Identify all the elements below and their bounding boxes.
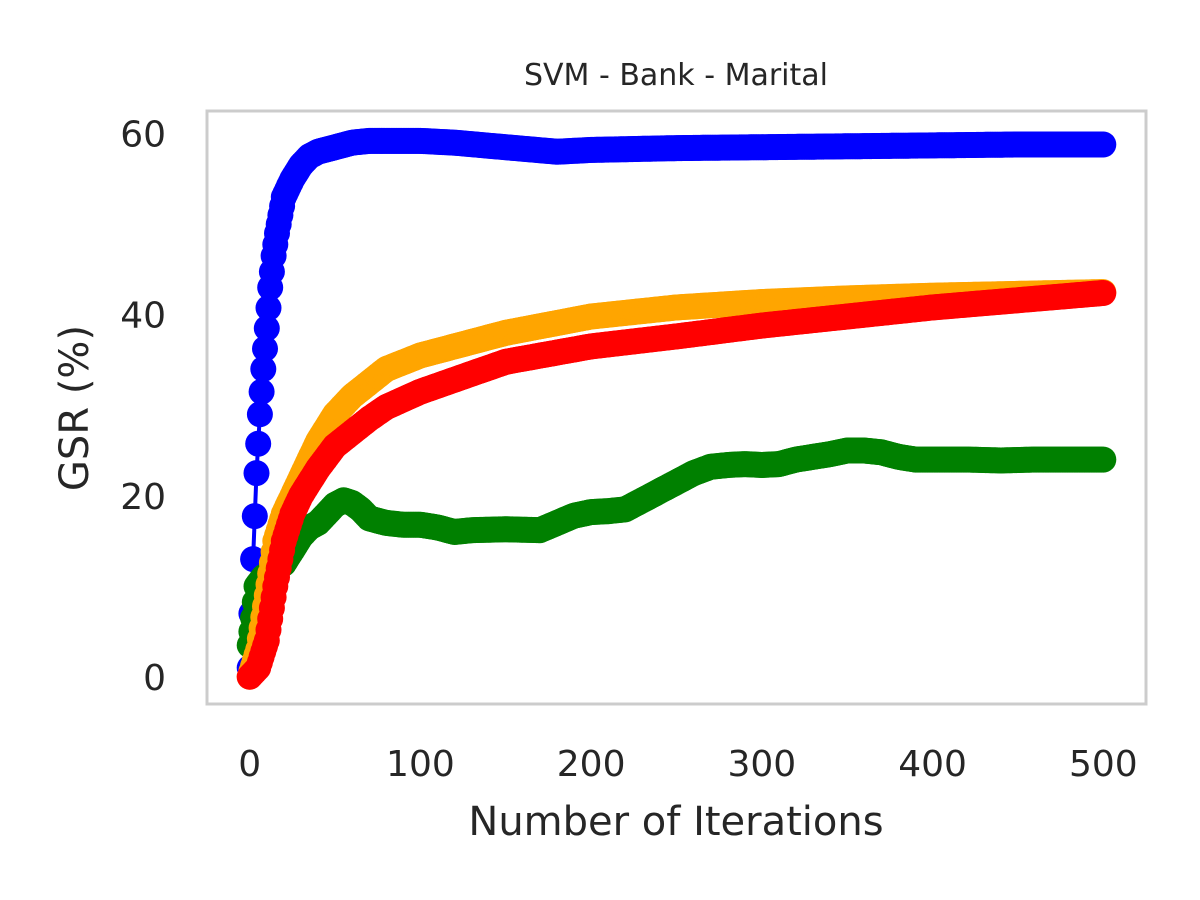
- data-point: [255, 294, 282, 321]
- data-point: [246, 401, 273, 428]
- chart-title: SVM - Bank - Marital: [524, 58, 828, 93]
- data-point: [252, 335, 278, 362]
- series-0: [236, 127, 1117, 681]
- data-point: [245, 430, 272, 457]
- series-3: [236, 437, 1117, 659]
- plot-frame: [205, 109, 1148, 706]
- y-tick-label: 40: [120, 296, 166, 337]
- x-tick-label: 0: [238, 744, 261, 785]
- y-axis-label: GSR (%): [52, 325, 98, 491]
- data-point: [1090, 446, 1117, 473]
- data-point: [1090, 131, 1117, 158]
- x-tick-labels: 0 100 200 300 400 500: [238, 744, 1137, 785]
- x-tick-label: 300: [728, 744, 797, 785]
- data-point: [241, 503, 268, 530]
- data-layer: [236, 127, 1117, 690]
- x-axis-label: Number of Iterations: [468, 799, 883, 845]
- data-point: [243, 460, 270, 487]
- y-tick-labels: 0 20 40 60: [120, 115, 166, 699]
- x-tick-label: 400: [898, 744, 967, 785]
- data-point: [1090, 280, 1117, 306]
- x-tick-label: 500: [1069, 744, 1138, 785]
- y-tick-label: 60: [120, 115, 166, 156]
- y-tick-label: 20: [120, 477, 166, 518]
- y-tick-label: 0: [143, 658, 166, 699]
- data-point: [250, 356, 277, 382]
- data-point: [253, 315, 280, 342]
- x-tick-label: 100: [386, 744, 455, 785]
- data-point: [248, 378, 275, 405]
- x-tick-label: 200: [557, 744, 626, 785]
- series-2: [236, 280, 1117, 690]
